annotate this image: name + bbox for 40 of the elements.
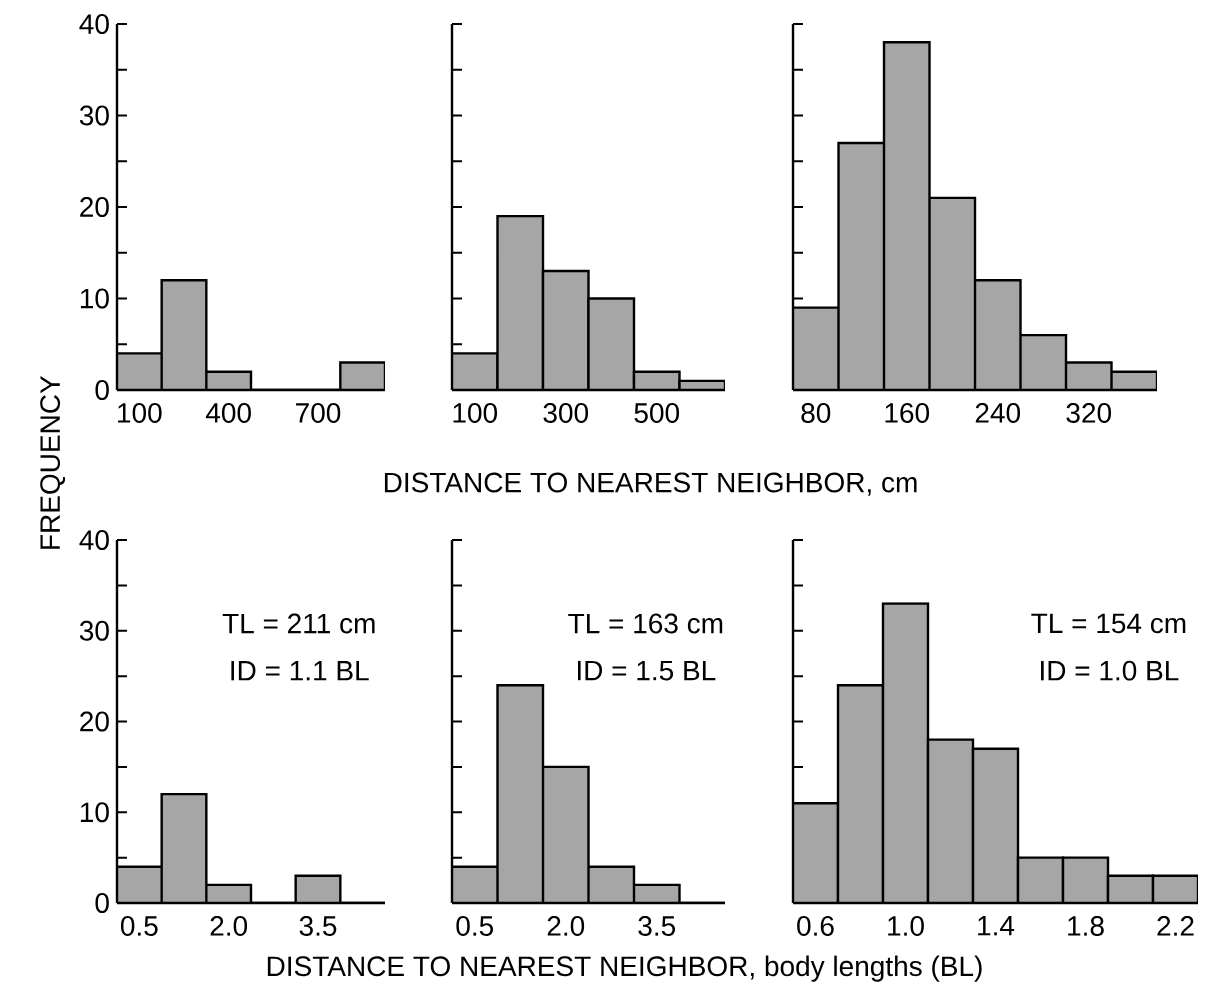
y-tick-label: 20 [80, 711, 109, 732]
y-tick-label: 0 [95, 892, 109, 913]
x-tick-label: 160 [885, 402, 930, 423]
x-tick-label: 240 [975, 402, 1021, 423]
y-axis-title: FREQUENCY [40, 375, 66, 549]
x-tick-label: 300 [543, 402, 589, 423]
x-tick-label: 1.0 [888, 915, 924, 936]
annotation: ID = 1.5 BL [577, 660, 716, 681]
y-tick-label: 30 [79, 620, 109, 641]
x-tick-label: 320 [1066, 402, 1112, 423]
x-tick-label: 2.2 [1157, 915, 1194, 936]
x-tick-label: 500 [634, 402, 680, 423]
x-tick-label: 2.0 [547, 915, 585, 936]
x-tick-label: 80 [801, 402, 831, 423]
x-tick-label: 2.0 [210, 915, 248, 936]
annotation: ID = 1.0 BL [1041, 660, 1179, 681]
y-tick-label: 10 [80, 288, 109, 309]
y-tick-label: 20 [80, 196, 109, 217]
x-tick-label: 400 [205, 402, 251, 423]
annotation: TL = 211 cm [222, 613, 375, 634]
annotation: TL = 163 cm [568, 613, 723, 634]
x-tick-label: 1.8 [1068, 915, 1104, 936]
x-axis-title: DISTANCE TO NEAREST NEIGHBOR, body lengths (BL) [267, 955, 982, 982]
x-tick-label: 1.4 [978, 915, 1015, 936]
x-tick-label: 700 [296, 402, 341, 423]
y-tick-label: 40 [79, 529, 109, 550]
x-axis-title: DISTANCE TO NEAREST NEIGHBOR, cm [384, 472, 917, 496]
x-tick-label: 0.5 [120, 915, 158, 936]
x-tick-label: 3.5 [299, 915, 337, 936]
annotation: ID = 1.1 BL [231, 660, 369, 681]
y-tick-label: 40 [79, 13, 109, 34]
y-tick-label: 30 [79, 105, 109, 126]
x-tick-label: 3.5 [638, 915, 676, 936]
x-tick-label: 0.5 [456, 915, 494, 936]
y-tick-label: 10 [80, 802, 109, 822]
x-tick-label: 0.6 [797, 915, 834, 936]
x-tick-label: 100 [118, 402, 162, 423]
y-tick-label: 0 [95, 379, 109, 400]
annotation: TL = 154 cm [1031, 613, 1186, 634]
x-tick-label: 100 [453, 402, 498, 423]
